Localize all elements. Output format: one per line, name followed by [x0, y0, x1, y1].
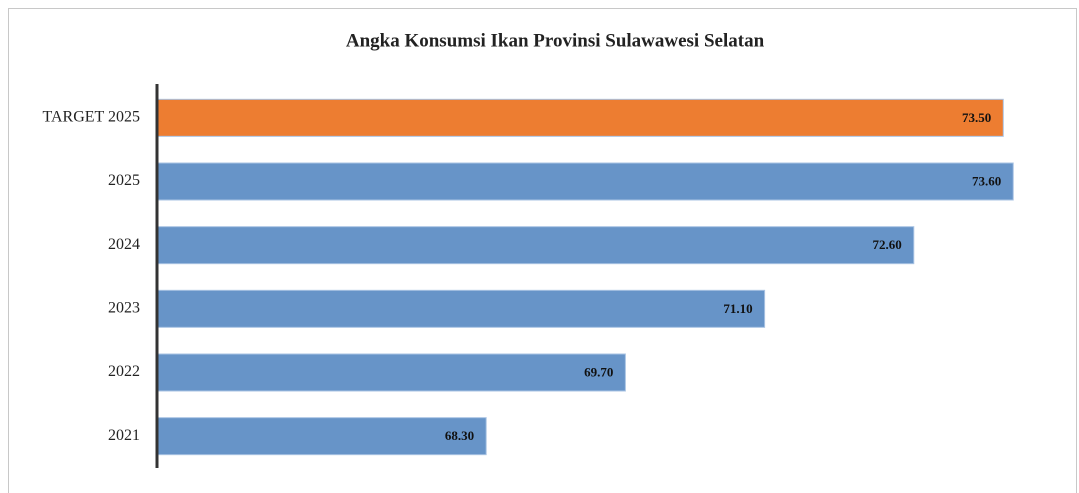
category-label: TARGET 2025	[42, 109, 140, 126]
category-label: 2023	[108, 300, 140, 317]
category-label: 2025	[108, 172, 140, 189]
chart-frame	[8, 8, 1077, 493]
value-label: 72.60	[873, 237, 902, 252]
chart-title: Angka Konsumsi Ikan Provinsi Sulawawesi …	[346, 30, 765, 51]
bar	[157, 162, 1014, 201]
category-label: 2021	[108, 427, 140, 444]
value-label: 73.60	[972, 173, 1001, 188]
value-label: 73.50	[962, 110, 991, 125]
bar	[157, 353, 626, 392]
value-label: 69.70	[584, 364, 613, 379]
value-label: 68.30	[445, 428, 474, 443]
bar	[157, 98, 1004, 137]
value-label: 71.10	[723, 301, 752, 316]
category-label: 2024	[108, 236, 140, 253]
bar	[157, 289, 766, 328]
bar	[157, 417, 487, 456]
category-label: 2022	[108, 363, 140, 380]
bar	[157, 226, 915, 265]
